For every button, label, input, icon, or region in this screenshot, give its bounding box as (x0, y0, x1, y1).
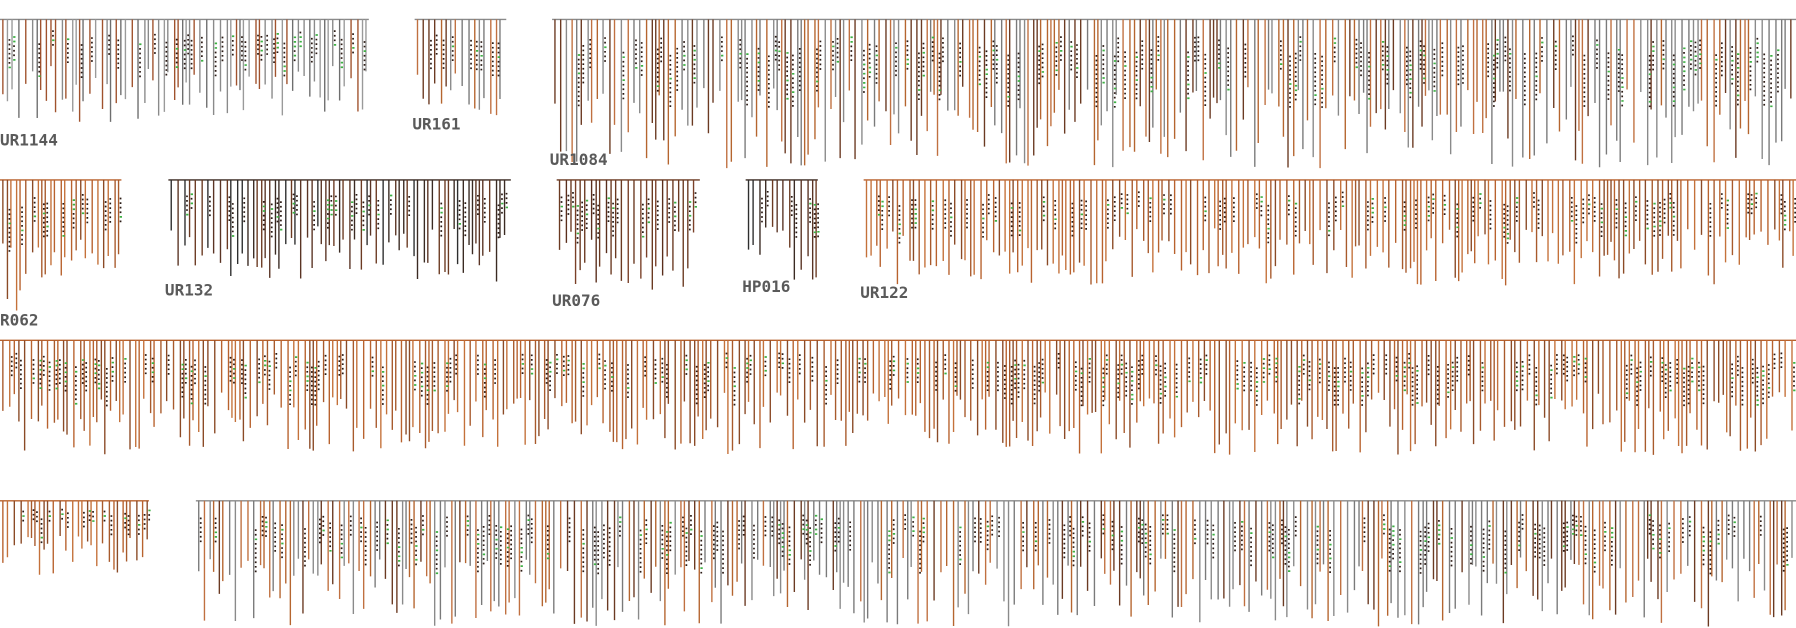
tree-branches (25, 179, 120, 278)
tree-branches (247, 179, 506, 282)
tree-branches (30, 500, 131, 562)
tree-branches (212, 500, 1786, 627)
tree-branches (892, 179, 1784, 279)
tree-branches (576, 19, 1786, 168)
tree-branches (9, 340, 1793, 454)
tree-branches (13, 340, 1774, 455)
tree-panel: HP016 (742, 179, 820, 296)
leaf-dots-green (186, 193, 508, 237)
tree-branches (198, 500, 1751, 625)
leaf-dots (22, 508, 151, 544)
leaf-dots (8, 194, 122, 252)
leaf-dots (199, 514, 1788, 575)
tree-branches (759, 179, 796, 280)
leaf-dots (761, 190, 819, 238)
tree-branches (18, 340, 1757, 455)
tree-branches (574, 179, 695, 284)
tree-branches (2, 179, 105, 299)
tree-branches (771, 179, 817, 278)
leaf-dots-green (214, 514, 1789, 575)
tree-branches (596, 19, 1750, 167)
tree-branches (10, 179, 109, 311)
leaf-dots (8, 30, 366, 78)
tree-branches (776, 179, 814, 280)
tree-branches (177, 179, 484, 279)
tree-label: UR161 (412, 114, 460, 133)
tree-branches (416, 19, 498, 116)
leaf-dots (10, 352, 1795, 407)
leaf-dots-green (577, 36, 1780, 108)
leaf-dots (430, 34, 500, 77)
leaf-dots (577, 35, 1779, 108)
tree-branches (554, 19, 1792, 168)
tree-panel: UR122 (860, 179, 1796, 302)
leaf-dots-green (22, 509, 151, 539)
tree-label: HP016 (742, 277, 790, 296)
tree-label: UR132 (165, 281, 213, 300)
tree-branches (13, 500, 148, 573)
tree-panel: UR1144 (0, 18, 369, 150)
tree-branches (876, 179, 1791, 286)
tree-branches (2, 500, 144, 574)
tree-branches (909, 179, 1751, 285)
leaf-dots-green (451, 45, 500, 59)
tree-panel (195, 500, 1796, 627)
tree-panel: UR1084 (550, 18, 1796, 169)
tree-branches (565, 19, 1763, 168)
tree-branches (218, 500, 1783, 627)
tree-branches (558, 179, 689, 290)
leaf-dots (877, 191, 1796, 244)
tree-panel (0, 500, 151, 575)
tree-panel: UR076 (552, 179, 700, 310)
tree-branches (6, 19, 367, 116)
leaf-dots-green (809, 202, 820, 234)
tree-branches (2, 340, 1781, 455)
leaf-dots-green (32, 356, 1796, 406)
tree-label: UR122 (860, 283, 908, 302)
leaf-dots-green (8, 32, 366, 78)
tree-label: UR076 (552, 291, 600, 310)
tree-branches (747, 179, 754, 250)
tree-label: UR1084 (550, 150, 608, 169)
tree-panel: UR161 (412, 18, 507, 133)
tree-branches (571, 19, 1746, 169)
tree-label: UR1144 (0, 131, 58, 150)
leaf-dots (560, 192, 697, 244)
tree-branches (865, 179, 1794, 285)
tree-branches (422, 19, 447, 105)
tree-panel (0, 339, 1796, 455)
tree-branches (440, 19, 476, 109)
tree-panel: R062 (0, 179, 122, 329)
tree-branches (450, 19, 481, 110)
tree-branches (31, 19, 334, 116)
tree-panel: UR132 (165, 179, 511, 300)
tree-branches (209, 500, 1793, 627)
tree-branches (18, 19, 341, 122)
tree-branches (2, 19, 359, 122)
tree-branches (203, 500, 1778, 625)
leaf-dots-green (8, 199, 122, 237)
tree-branches (19, 179, 93, 291)
leaf-dots-green (877, 192, 1787, 240)
tree-branches (188, 179, 491, 275)
tree-branches (6, 500, 98, 575)
leaf-dots (186, 192, 508, 239)
tree-label: R062 (0, 310, 39, 329)
tree-branches (461, 19, 501, 105)
leaf-dots-green (560, 197, 697, 238)
tree-branches (565, 179, 664, 283)
